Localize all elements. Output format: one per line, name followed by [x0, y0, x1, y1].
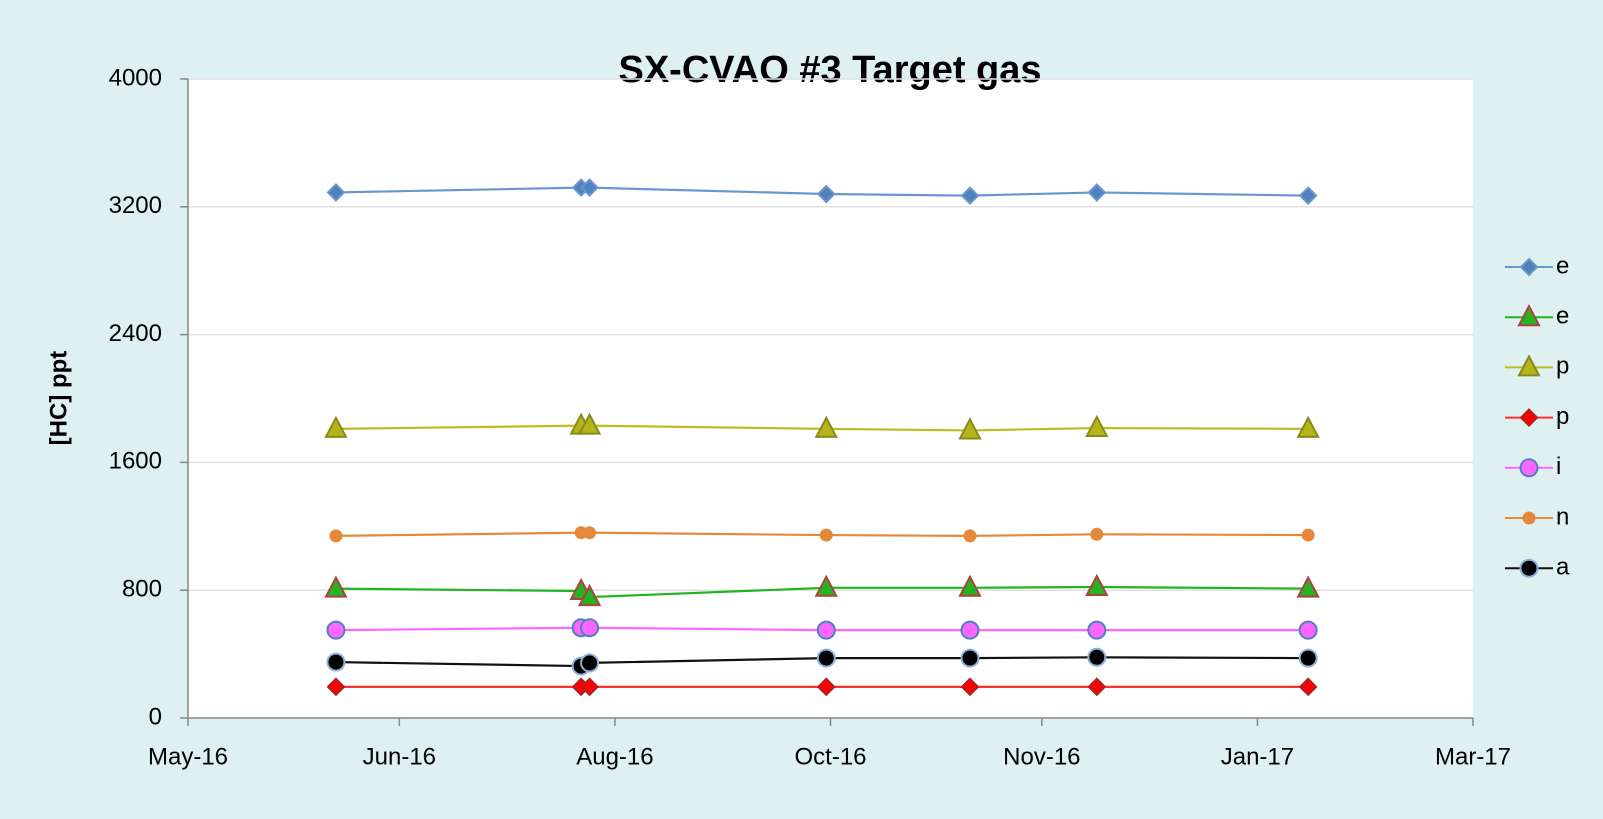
legend-marker	[1519, 458, 1539, 478]
data-point	[1087, 647, 1107, 667]
data-point	[324, 415, 348, 438]
data-point	[326, 620, 346, 640]
data-point	[1298, 648, 1318, 668]
y-tick-label: 2400	[109, 320, 162, 347]
data-point	[958, 574, 982, 597]
data-point	[1296, 415, 1320, 438]
data-point	[960, 677, 980, 697]
y-axis-label: [HC] ppt	[45, 351, 72, 446]
legend-label: e	[1556, 252, 1569, 279]
legend-label: i	[1556, 453, 1561, 480]
y-tick-label: 800	[122, 576, 162, 603]
data-point	[329, 529, 343, 543]
data-point	[1087, 183, 1107, 202]
legend-marker	[1519, 408, 1539, 428]
data-point	[580, 653, 600, 673]
legend-label: a	[1556, 554, 1570, 581]
y-tick-label: 4000	[109, 64, 162, 91]
data-point	[1087, 620, 1107, 640]
y-tick-label: 1600	[109, 448, 162, 475]
data-point	[324, 575, 348, 598]
x-tick-label: Jun-16	[363, 743, 436, 770]
plot-area	[188, 79, 1473, 718]
data-point	[963, 529, 977, 543]
data-point	[326, 677, 346, 697]
x-tick-label: Nov-16	[1003, 743, 1080, 770]
data-point	[583, 526, 597, 540]
data-point	[580, 618, 600, 638]
legend-label: n	[1556, 503, 1569, 530]
data-point	[816, 648, 836, 668]
legend-label: p	[1556, 403, 1569, 430]
data-point	[1090, 527, 1104, 541]
data-point	[580, 677, 599, 697]
data-point	[816, 620, 836, 640]
data-point	[326, 652, 346, 672]
legend-label: e	[1556, 303, 1569, 330]
data-point	[958, 417, 982, 440]
data-point	[1087, 677, 1107, 697]
data-point	[1301, 528, 1315, 542]
data-point	[960, 648, 980, 668]
x-tick-label: Jan-17	[1221, 743, 1294, 770]
data-point	[580, 178, 599, 198]
legend-marker	[1522, 511, 1536, 525]
legend-marker	[1519, 257, 1539, 277]
data-point	[814, 574, 838, 597]
x-tick-label: Oct-16	[794, 743, 866, 770]
data-point	[819, 528, 833, 542]
data-point	[816, 184, 836, 204]
legend-marker	[1517, 354, 1541, 377]
data-point	[814, 415, 838, 438]
legend-marker	[1517, 304, 1541, 327]
data-point	[1298, 620, 1318, 640]
x-tick-label: Aug-16	[576, 743, 653, 770]
legend-label: p	[1556, 353, 1569, 380]
data-point	[577, 412, 602, 435]
data-point	[1296, 575, 1320, 598]
y-tick-label: 0	[149, 703, 162, 730]
data-point	[960, 620, 980, 640]
data-point	[1085, 414, 1109, 438]
y-tick-label: 3200	[109, 192, 162, 219]
data-point	[1085, 573, 1109, 597]
data-point	[1298, 677, 1318, 697]
data-point	[1298, 186, 1318, 206]
x-tick-label: May-16	[148, 743, 228, 770]
legend-marker	[1519, 558, 1539, 578]
data-point	[577, 583, 602, 607]
data-point	[960, 186, 980, 206]
chart-title: SX-CVAO #3 Target gas	[618, 49, 1041, 91]
x-tick-label: Mar-17	[1435, 743, 1511, 770]
data-point	[326, 183, 346, 202]
data-point	[816, 677, 836, 697]
